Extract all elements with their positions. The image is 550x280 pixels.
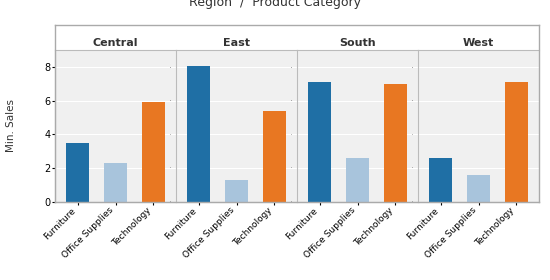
Bar — [142, 102, 164, 202]
Bar — [430, 158, 452, 202]
Bar — [263, 111, 285, 202]
Bar — [384, 84, 406, 202]
Bar — [346, 158, 369, 202]
Bar — [505, 82, 527, 202]
Text: Min. Sales: Min. Sales — [6, 99, 16, 153]
Bar — [104, 163, 127, 202]
Text: South: South — [339, 38, 376, 48]
Text: Region  /  Product Category: Region / Product Category — [189, 0, 361, 9]
Bar — [67, 143, 89, 202]
Text: Central: Central — [93, 38, 138, 48]
Bar — [188, 66, 210, 202]
Bar — [309, 82, 331, 202]
Bar — [225, 180, 248, 202]
Bar — [467, 175, 490, 202]
Text: East: East — [223, 38, 250, 48]
Text: West: West — [463, 38, 494, 48]
